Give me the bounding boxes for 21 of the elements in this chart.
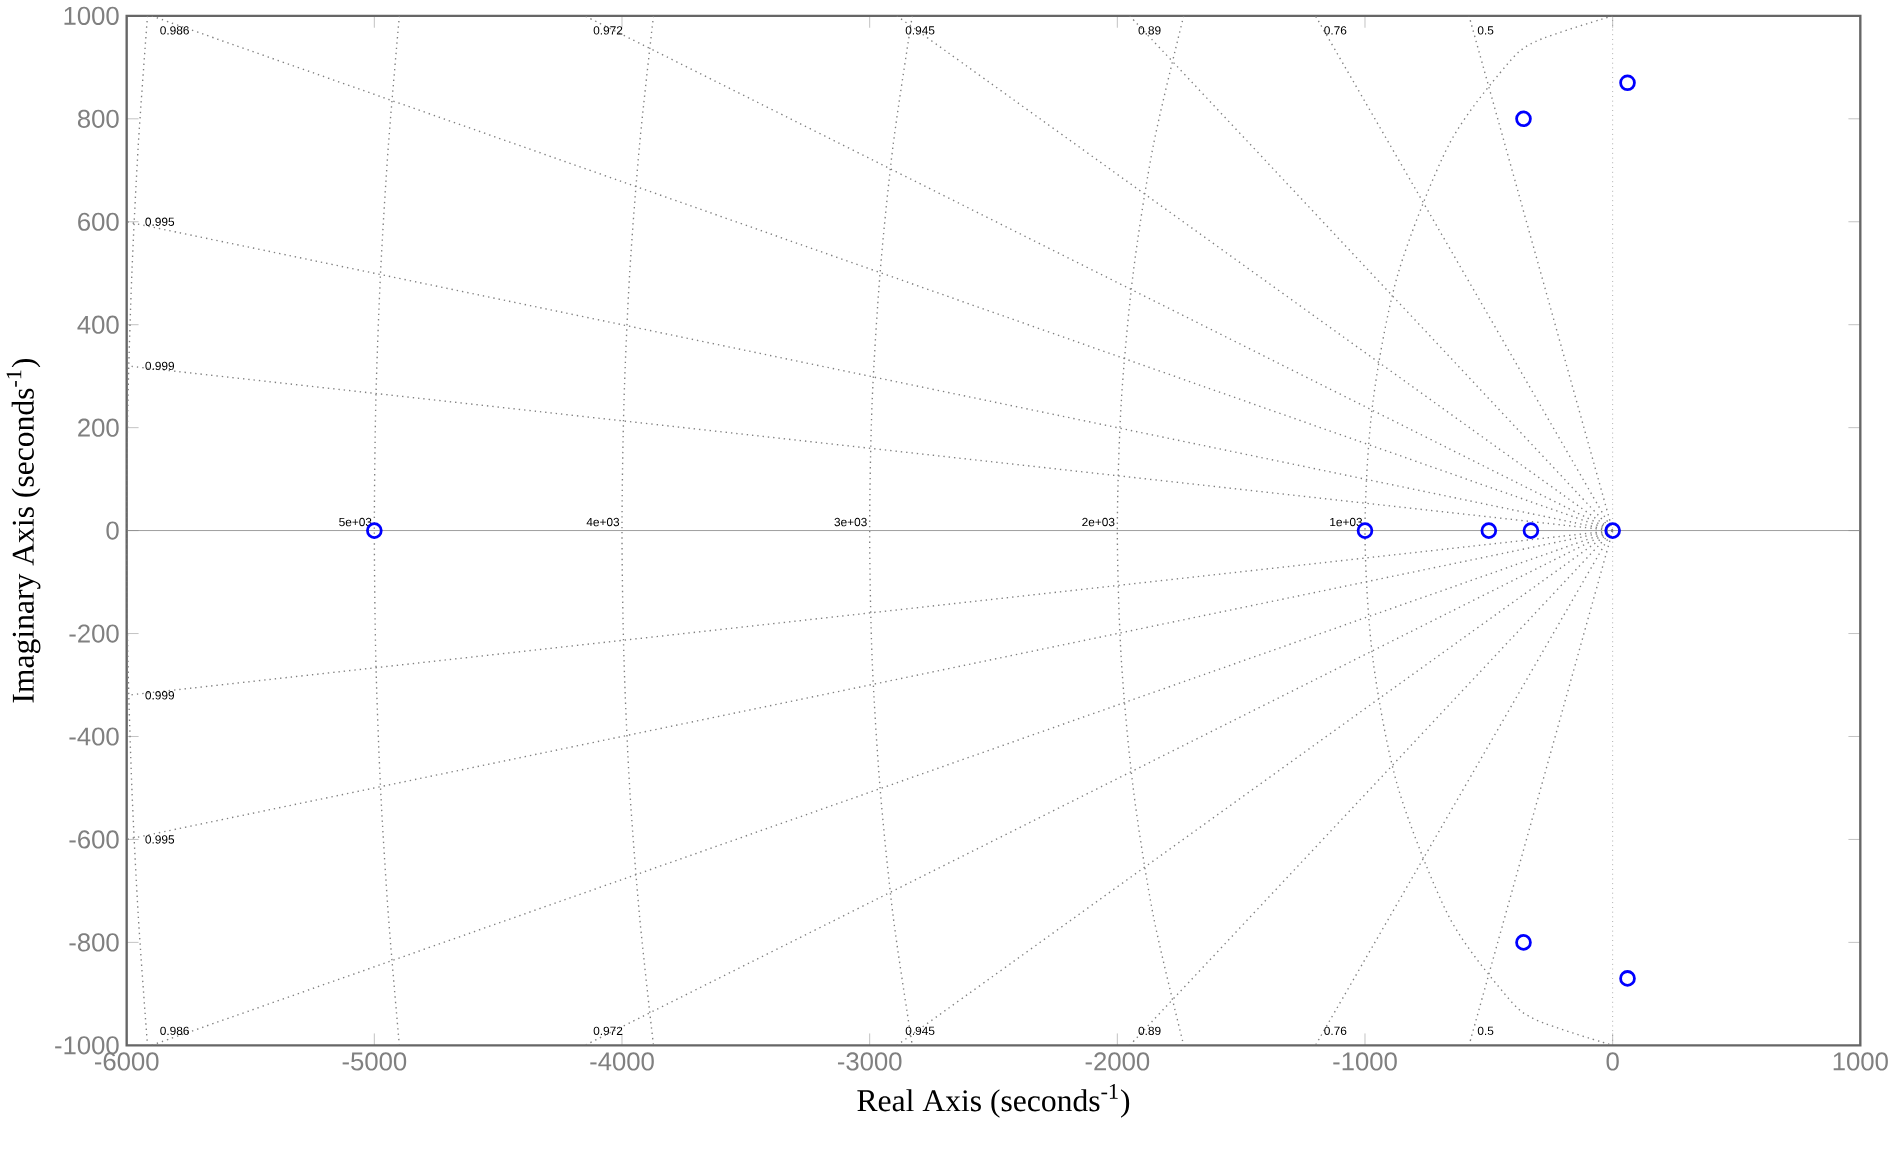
y-tick-label: -400 [69,727,119,746]
y-tick-label: -800 [69,933,119,952]
x-tick-label: 1000 [1833,1052,1888,1071]
y-axis-title: Imaginary Axis (seconds$^{-1}$) [6,358,41,703]
x-tick-label: -4000 [590,1052,654,1071]
y-tick-label: 600 [78,212,119,231]
x-tick-label: -5000 [342,1052,407,1071]
y-tick-label: 1000 [64,6,119,25]
x-tick-label: 0 [1606,1052,1619,1071]
x-axis-title: Real Axis (seconds$^{-1}$) [857,1083,1130,1118]
y-tick-label: 200 [78,418,119,437]
y-tick-label: 800 [77,109,119,128]
y-tick-label: 400 [77,315,119,334]
y-tick-label: -600 [69,830,119,849]
x-tick-label: -2000 [1085,1052,1150,1071]
y-tick-label: -200 [69,624,119,643]
x-tick-label: -3000 [837,1052,902,1071]
y-tick-label: 0 [106,521,119,540]
x-tick-label: -1000 [1333,1052,1397,1071]
y-tick-label: -1000 [55,1036,119,1055]
x-tick-label: -6000 [94,1052,159,1071]
